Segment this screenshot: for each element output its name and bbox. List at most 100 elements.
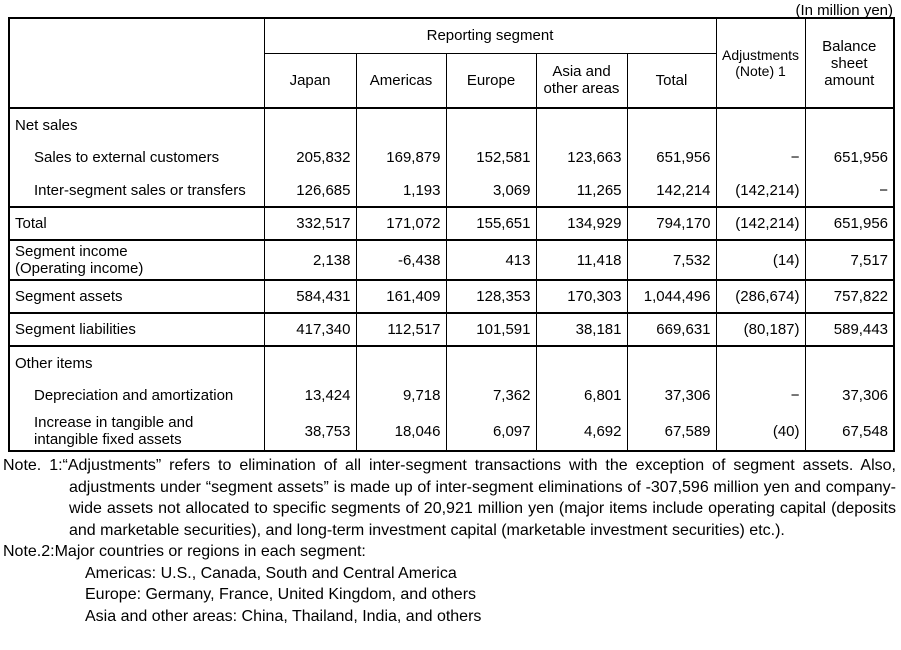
row-label: Segment liabilities — [8, 313, 265, 346]
cell-adjustments: (40) — [715, 412, 806, 451]
cell-total: 37,306 — [626, 379, 717, 412]
cell-asia — [535, 346, 628, 379]
cell-balance-sheet: 651,956 — [804, 141, 895, 174]
cell-japan: 332,517 — [263, 207, 357, 240]
cell-total: 794,170 — [626, 207, 717, 240]
cell-europe: 155,651 — [445, 207, 537, 240]
cell-americas — [355, 346, 447, 379]
cell-japan: 417,340 — [263, 313, 357, 346]
cell-adjustments: − — [715, 379, 806, 412]
cell-japan — [263, 108, 357, 141]
cell-balance-sheet — [804, 108, 895, 141]
cell-europe: 3,069 — [445, 174, 537, 207]
row-label: Other items — [8, 346, 265, 379]
cell-asia: 4,692 — [535, 412, 628, 451]
table-row: Net sales — [8, 108, 895, 141]
cell-adjustments: (80,187) — [715, 313, 806, 346]
cell-asia: 11,265 — [535, 174, 628, 207]
cell-europe — [445, 108, 537, 141]
row-label: Sales to external customers — [8, 141, 265, 174]
cell-americas: 169,879 — [355, 141, 447, 174]
table-row: Inter-segment sales or transfers 126,685… — [8, 174, 895, 207]
row-label: Depreciation and amortization — [8, 379, 265, 412]
cell-japan — [263, 346, 357, 379]
table-row: Other items — [8, 346, 895, 379]
cell-europe — [445, 346, 537, 379]
cell-total — [626, 346, 717, 379]
row-label: Segment income (Operating income) — [8, 240, 265, 280]
table-row: Increase in tangible and intangible fixe… — [8, 412, 895, 451]
cell-balance-sheet: 757,822 — [804, 280, 895, 313]
cell-total — [626, 108, 717, 141]
cell-americas: 1,193 — [355, 174, 447, 207]
cell-japan: 38,753 — [263, 412, 357, 451]
cell-japan: 205,832 — [263, 141, 357, 174]
note-1: Note. 1:“Adjustments” refers to eliminat… — [3, 457, 896, 539]
cell-americas: -6,438 — [355, 240, 447, 280]
row-label: Segment assets — [8, 280, 265, 313]
note-2-europe: Europe: Germany, France, United Kingdom,… — [85, 586, 477, 603]
segment-report-table: Reporting segment Adjustments (Note) 1 B… — [8, 17, 896, 452]
column-header-japan: Japan — [263, 53, 357, 108]
balance-sheet-header: Balance sheet amount — [804, 18, 895, 108]
cell-adjustments: (286,674) — [715, 280, 806, 313]
cell-asia: 6,801 — [535, 379, 628, 412]
cell-adjustments — [715, 346, 806, 379]
table-row: Sales to external customers 205,832 169,… — [8, 141, 895, 174]
cell-europe: 413 — [445, 240, 537, 280]
cell-americas — [355, 108, 447, 141]
notes-section: Note. 1:“Adjustments” refers to eliminat… — [3, 455, 896, 627]
row-label: Inter-segment sales or transfers — [8, 174, 265, 207]
cell-americas: 9,718 — [355, 379, 447, 412]
cell-europe: 6,097 — [445, 412, 537, 451]
cell-total: 67,589 — [626, 412, 717, 451]
table-header: Reporting segment Adjustments (Note) 1 B… — [8, 18, 895, 108]
row-label: Increase in tangible and intangible fixe… — [8, 412, 265, 451]
header-row-2: Japan Americas Europe Asia and other are… — [9, 53, 894, 108]
cell-balance-sheet: 651,956 — [804, 207, 895, 240]
table-body: Net sales Sales to external customers 20… — [8, 108, 895, 451]
cell-asia: 123,663 — [535, 141, 628, 174]
unit-label: (In million yen) — [795, 2, 893, 19]
cell-americas: 18,046 — [355, 412, 447, 451]
corner-cell — [8, 18, 265, 108]
cell-total: 1,044,496 — [626, 280, 717, 313]
row-label: Net sales — [8, 108, 265, 141]
cell-asia — [535, 108, 628, 141]
document-page: (In million yen) Reporting segment Adjus… — [3, 2, 896, 627]
cell-adjustments: (14) — [715, 240, 806, 280]
cell-total: 142,214 — [626, 174, 717, 207]
cell-asia: 134,929 — [535, 207, 628, 240]
cell-americas: 161,409 — [355, 280, 447, 313]
cell-balance-sheet: − — [804, 174, 895, 207]
table-row: Segment income (Operating income) 2,138 … — [8, 240, 895, 280]
cell-balance-sheet: 37,306 — [804, 379, 895, 412]
table-row: Segment assets 584,431 161,409 128,353 1… — [8, 280, 895, 313]
table-row: Total 332,517 171,072 155,651 134,929 79… — [8, 207, 895, 240]
reporting-segment-header: Reporting segment — [263, 18, 717, 54]
cell-japan: 584,431 — [263, 280, 357, 313]
column-header-total: Total — [626, 53, 717, 108]
cell-balance-sheet — [804, 346, 895, 379]
cell-americas: 171,072 — [355, 207, 447, 240]
cell-europe: 152,581 — [445, 141, 537, 174]
cell-adjustments — [715, 108, 806, 141]
header-row-1: Reporting segment Adjustments (Note) 1 B… — [8, 18, 895, 108]
cell-asia: 170,303 — [535, 280, 628, 313]
adjustments-header: Adjustments (Note) 1 — [715, 18, 806, 108]
row-label: Total — [8, 207, 265, 240]
cell-asia: 11,418 — [535, 240, 628, 280]
cell-americas: 112,517 — [355, 313, 447, 346]
column-header-asia: Asia and other areas — [535, 53, 628, 108]
cell-europe: 101,591 — [445, 313, 537, 346]
cell-balance-sheet: 67,548 — [804, 412, 895, 451]
cell-total: 651,956 — [626, 141, 717, 174]
cell-asia: 38,181 — [535, 313, 628, 346]
cell-europe: 7,362 — [445, 379, 537, 412]
cell-total: 7,532 — [626, 240, 717, 280]
cell-europe: 128,353 — [445, 280, 537, 313]
column-header-americas: Americas — [355, 53, 447, 108]
cell-japan: 126,685 — [263, 174, 357, 207]
note-2-asia: Asia and other areas: China, Thailand, I… — [85, 607, 482, 625]
cell-japan: 13,424 — [263, 379, 357, 412]
